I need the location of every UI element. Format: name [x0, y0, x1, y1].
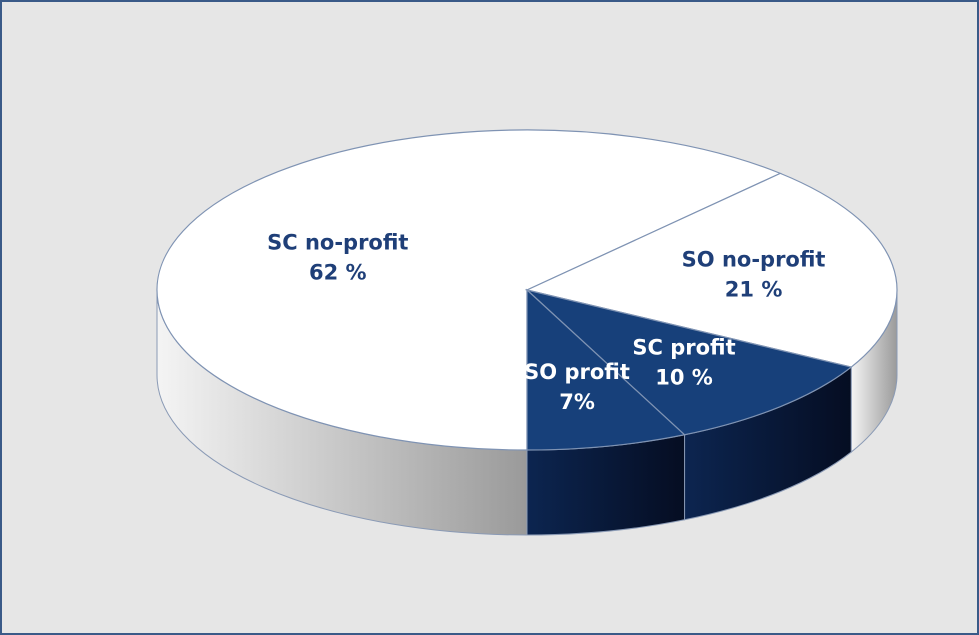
slice — [526, 288, 686, 451]
slice-label: SC profit — [632, 335, 735, 359]
slice-value-label: 10 % — [655, 365, 713, 389]
slice-label: SO no-profit — [682, 247, 826, 271]
slice-label: SO profit — [524, 360, 630, 384]
slice — [524, 288, 853, 436]
slice-value-label: 7% — [559, 390, 595, 414]
slice — [156, 129, 782, 451]
slice — [525, 172, 898, 368]
slice-value-label: 62 % — [309, 261, 367, 285]
slice-label: SC no-profit — [267, 231, 408, 255]
slice-value-label: 21 % — [725, 277, 783, 301]
